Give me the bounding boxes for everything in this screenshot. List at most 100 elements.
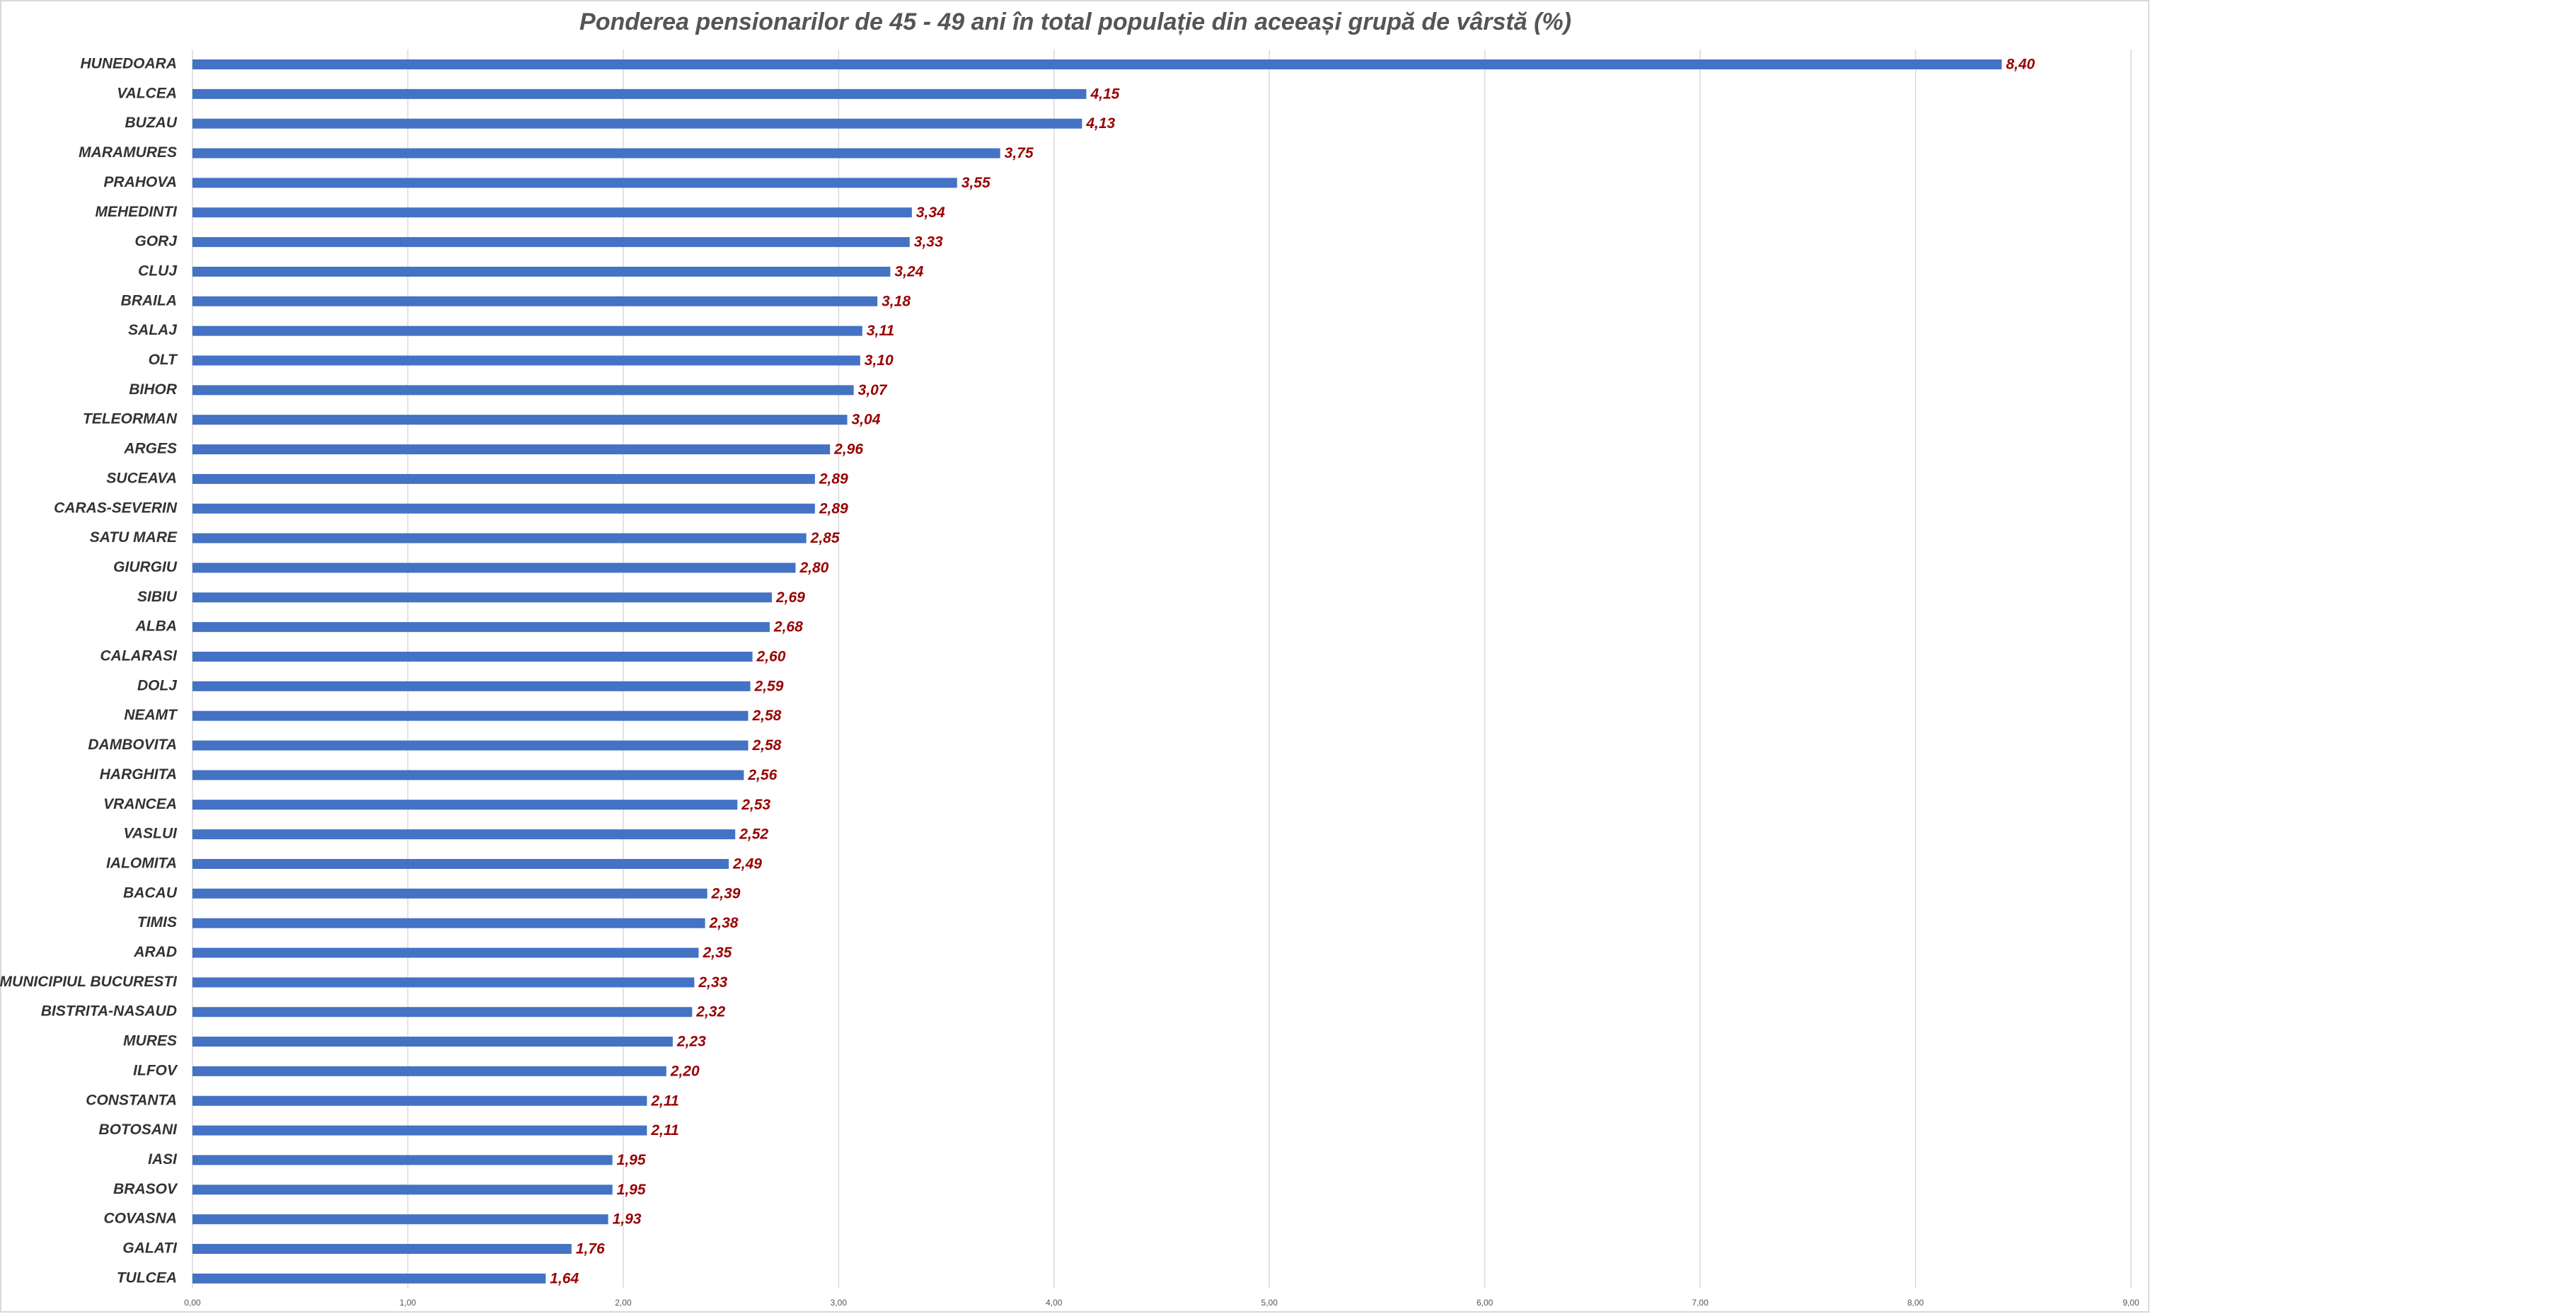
- bar: [192, 385, 854, 396]
- bar: [192, 148, 1000, 159]
- y-tick-label: ARGES: [123, 441, 177, 457]
- data-label: 2,89: [819, 500, 848, 517]
- y-tick-label: MURES: [123, 1033, 177, 1049]
- bar: [192, 888, 707, 899]
- data-label: 1,93: [613, 1211, 642, 1228]
- data-label: 3,07: [858, 382, 888, 398]
- bar: [192, 1273, 546, 1284]
- y-tick-label: TELEORMAN: [83, 411, 178, 427]
- y-tick-label: BRASOV: [113, 1181, 178, 1197]
- data-label: 4,13: [1085, 115, 1115, 132]
- y-tick-label: GORJ: [134, 234, 178, 250]
- bar: [192, 325, 862, 336]
- y-tick-label: BUZAU: [125, 115, 178, 131]
- data-label: 3,33: [914, 234, 943, 250]
- data-label: 2,11: [650, 1093, 678, 1109]
- bar: [192, 858, 729, 869]
- y-tick-label: IASI: [148, 1151, 178, 1168]
- y-tick-label: IALOMITA: [106, 855, 177, 871]
- data-label: 3,24: [894, 263, 923, 279]
- bar: [192, 710, 749, 721]
- x-tick-label: 7,00: [1692, 1298, 1709, 1308]
- y-tick-label: BOTOSANI: [99, 1122, 178, 1138]
- data-label: 2,52: [739, 826, 768, 843]
- data-label: 2,39: [711, 885, 741, 901]
- y-tick-label: CLUJ: [138, 263, 178, 279]
- bar: [192, 918, 705, 928]
- y-tick-label: SIBIU: [137, 589, 178, 605]
- bar: [192, 503, 815, 514]
- data-label: 1,95: [617, 1152, 646, 1168]
- data-label: 2,20: [670, 1063, 700, 1079]
- data-label: 4,15: [1090, 86, 1119, 102]
- bar: [192, 977, 695, 988]
- bar: [192, 1007, 693, 1018]
- data-label: 1,95: [617, 1182, 646, 1198]
- data-label: 3,75: [1005, 145, 1034, 161]
- bar: [192, 88, 1087, 99]
- data-label: 2,68: [773, 619, 803, 635]
- y-tick-label: MEHEDINTI: [96, 204, 178, 220]
- data-label: 3,34: [916, 204, 945, 221]
- x-tick-label: 1,00: [400, 1298, 417, 1308]
- bar: [192, 296, 878, 306]
- y-tick-label: SALAJ: [128, 322, 178, 338]
- x-tick-label: 2,00: [615, 1298, 632, 1308]
- y-tick-label: CALARASI: [100, 648, 178, 664]
- y-tick-label: ARAD: [133, 944, 177, 960]
- data-label: 3,10: [865, 352, 894, 369]
- y-tick-label: ILFOV: [133, 1062, 178, 1078]
- data-label: 2,49: [732, 855, 762, 872]
- y-tick-label: TIMIS: [137, 914, 177, 930]
- y-tick-label: DOLJ: [137, 677, 178, 693]
- y-tick-label: HUNEDOARA: [81, 56, 178, 72]
- bar: [192, 652, 753, 662]
- y-tick-label: MARAMURES: [79, 144, 177, 161]
- data-label: 2,69: [775, 589, 805, 606]
- data-label: 2,85: [810, 530, 840, 546]
- bar: [192, 1185, 613, 1195]
- data-label: 2,33: [698, 974, 727, 991]
- data-label: 2,53: [741, 797, 770, 813]
- data-label: 2,96: [833, 442, 863, 458]
- data-label: 1,76: [576, 1241, 605, 1257]
- y-tick-label: BIHOR: [129, 381, 178, 398]
- bar: [192, 770, 744, 780]
- y-tick-label: CONSTANTA: [86, 1092, 177, 1108]
- bar: [192, 1214, 608, 1225]
- data-label: 3,55: [961, 175, 990, 191]
- data-label: 1,64: [550, 1270, 579, 1286]
- data-label: 8,40: [2006, 57, 2035, 73]
- bar: [192, 592, 772, 603]
- data-label: 2,35: [702, 945, 732, 961]
- bar: [192, 563, 796, 573]
- data-label: 2,58: [751, 737, 781, 754]
- bar: [192, 473, 815, 484]
- data-label: 2,32: [695, 1004, 725, 1020]
- data-label: 2,56: [747, 767, 777, 783]
- x-tick-label: 5,00: [1261, 1298, 1278, 1308]
- y-tick-label: GALATI: [122, 1240, 178, 1257]
- y-tick-label: TULCEA: [117, 1269, 177, 1286]
- x-tick-label: 9,00: [2122, 1298, 2139, 1308]
- y-tick-label: OLT: [149, 352, 179, 368]
- y-tick-label: DAMBOVITA: [88, 737, 177, 753]
- y-tick-label: HARGHITA: [100, 766, 177, 783]
- data-label: 3,18: [882, 293, 911, 309]
- data-label: 2,80: [799, 560, 828, 576]
- data-label: 3,11: [867, 323, 894, 339]
- data-label: 3,04: [852, 412, 881, 428]
- y-tick-label: NEAMT: [124, 707, 178, 723]
- bar: [192, 800, 738, 810]
- y-tick-label: BISTRITA-NASAUD: [41, 1003, 177, 1020]
- bar: [192, 266, 891, 277]
- bar: [192, 681, 751, 691]
- bar: [192, 178, 957, 188]
- bar: [192, 1155, 613, 1165]
- bar: [192, 740, 749, 751]
- bar: [192, 59, 2002, 69]
- y-tick-label: VALCEA: [117, 85, 177, 101]
- data-label: 2,11: [650, 1122, 678, 1139]
- data-label: 2,38: [709, 915, 739, 931]
